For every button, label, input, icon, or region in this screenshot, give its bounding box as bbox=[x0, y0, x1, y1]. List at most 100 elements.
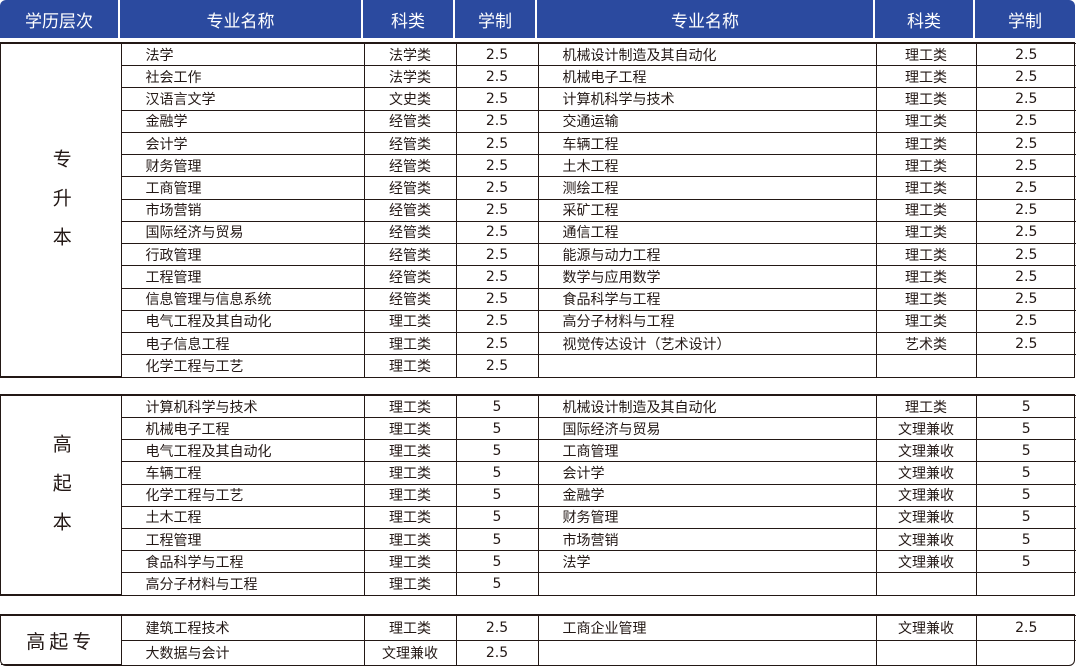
major-name-cell: 机械设计制造及其自动化 bbox=[537, 42, 877, 67]
category-cell: 理工类 bbox=[363, 394, 457, 419]
table-row: 信息管理与信息系统 经管类 2.5 食品科学与工程 理工类 2.5 bbox=[1, 287, 1076, 311]
level-label: 专升本 bbox=[49, 149, 72, 266]
major-name-cell: 大数据与会计 bbox=[121, 639, 365, 665]
table-row: 大数据与会计 文理兼收 2.5 bbox=[1, 639, 1076, 665]
major-name-cell: 市场营销 bbox=[537, 527, 877, 552]
duration-cell: 2.5 bbox=[455, 309, 539, 334]
major-name-cell: 电气工程及其自动化 bbox=[121, 439, 365, 463]
duration-cell: 2.5 bbox=[975, 243, 1076, 267]
header-level: 学历层次 bbox=[0, 0, 120, 38]
category-cell: 理工类 bbox=[875, 287, 977, 311]
duration-cell: 5 bbox=[455, 417, 539, 441]
category-cell: 艺术类 bbox=[875, 332, 977, 356]
major-name-cell: 法学 bbox=[537, 550, 877, 574]
category-cell: 理工类 bbox=[875, 309, 977, 334]
category-cell: 理工类 bbox=[875, 176, 977, 200]
major-name-cell: 工商企业管理 bbox=[537, 615, 877, 641]
category-cell: 文史类 bbox=[363, 87, 457, 111]
category-cell bbox=[875, 639, 977, 665]
duration-cell: 5 bbox=[455, 483, 539, 507]
category-cell: 理工类 bbox=[875, 42, 977, 67]
table-row: 土木工程 理工类 5 财务管理 文理兼收 5 bbox=[1, 505, 1076, 529]
level-cell: 高起专 bbox=[1, 615, 122, 665]
major-name-cell: 化学工程与工艺 bbox=[121, 354, 365, 377]
major-name-cell: 化学工程与工艺 bbox=[121, 483, 365, 507]
category-cell: 文理兼收 bbox=[363, 639, 457, 665]
table-row: 高起专 建筑工程技术 理工类 2.5 工商企业管理 文理兼收 2.5 bbox=[1, 615, 1076, 665]
major-name-cell: 金融学 bbox=[121, 109, 365, 133]
duration-cell: 2.5 bbox=[975, 42, 1076, 67]
duration-cell: 2.5 bbox=[455, 65, 539, 89]
category-cell: 理工类 bbox=[363, 354, 457, 377]
duration-cell: 2.5 bbox=[455, 639, 539, 665]
category-cell: 理工类 bbox=[875, 243, 977, 267]
category-cell: 理工类 bbox=[363, 439, 457, 463]
header-category-2: 科类 bbox=[875, 0, 975, 38]
table-row: 国际经济与贸易 经管类 2.5 通信工程 理工类 2.5 bbox=[1, 220, 1076, 245]
duration-cell: 5 bbox=[975, 483, 1076, 507]
duration-cell: 2.5 bbox=[455, 265, 539, 289]
table-row: 工商管理 经管类 2.5 测绘工程 理工类 2.5 bbox=[1, 176, 1076, 200]
duration-cell: 2.5 bbox=[455, 287, 539, 311]
duration-cell: 5 bbox=[455, 505, 539, 529]
duration-cell: 5 bbox=[455, 461, 539, 485]
table-row: 工程管理 经管类 2.5 数学与应用数学 理工类 2.5 bbox=[1, 265, 1076, 289]
table-row: 市场营销 经管类 2.5 采矿工程 理工类 2.5 bbox=[1, 198, 1076, 222]
duration-cell: 5 bbox=[975, 439, 1076, 463]
table-row: 汉语言文学 文史类 2.5 计算机科学与技术 理工类 2.5 bbox=[1, 87, 1076, 111]
category-cell: 理工类 bbox=[363, 550, 457, 574]
duration-cell bbox=[975, 639, 1076, 665]
duration-cell: 2.5 bbox=[975, 198, 1076, 222]
duration-cell: 5 bbox=[975, 394, 1076, 419]
level-label: 高起专 bbox=[26, 630, 96, 653]
table-row: 高分子材料与工程 理工类 5 bbox=[1, 572, 1076, 595]
duration-cell: 2.5 bbox=[455, 332, 539, 356]
major-name-cell: 食品科学与工程 bbox=[121, 550, 365, 574]
category-cell: 经管类 bbox=[363, 109, 457, 133]
duration-cell: 2.5 bbox=[975, 220, 1076, 245]
category-cell: 理工类 bbox=[875, 265, 977, 289]
category-cell: 理工类 bbox=[363, 505, 457, 529]
major-name-cell: 信息管理与信息系统 bbox=[121, 287, 365, 311]
major-name-cell: 汉语言文学 bbox=[121, 87, 365, 111]
category-cell: 文理兼收 bbox=[875, 550, 977, 574]
major-name-cell: 工程管理 bbox=[121, 265, 365, 289]
section-gaoqizhuan: 高起专 建筑工程技术 理工类 2.5 工商企业管理 文理兼收 2.5 大数据与会计 文理兼收 2.… bbox=[0, 614, 1076, 666]
category-cell: 理工类 bbox=[363, 483, 457, 507]
category-cell: 法学类 bbox=[363, 42, 457, 67]
category-cell: 文理兼收 bbox=[875, 439, 977, 463]
category-cell: 理工类 bbox=[875, 65, 977, 89]
category-cell: 经管类 bbox=[363, 220, 457, 245]
duration-cell: 5 bbox=[975, 550, 1076, 574]
category-cell: 理工类 bbox=[875, 109, 977, 133]
major-name-cell: 会计学 bbox=[121, 131, 365, 156]
duration-cell: 5 bbox=[455, 572, 539, 595]
major-name-cell: 土木工程 bbox=[121, 505, 365, 529]
table-row: 化学工程与工艺 理工类 2.5 bbox=[1, 354, 1076, 377]
header-major-2: 专业名称 bbox=[537, 0, 875, 38]
table-row: 化学工程与工艺 理工类 5 金融学 文理兼收 5 bbox=[1, 483, 1076, 507]
duration-cell: 2.5 bbox=[455, 176, 539, 200]
major-name-cell: 法学 bbox=[120, 42, 365, 67]
category-cell: 经管类 bbox=[363, 131, 457, 156]
table-row: 金融学 经管类 2.5 交通运输 理工类 2.5 bbox=[1, 109, 1076, 133]
major-name-cell: 会计学 bbox=[537, 461, 877, 485]
major-name-cell: 工程管理 bbox=[121, 527, 365, 552]
duration-cell: 2.5 bbox=[455, 131, 539, 156]
table-header: 学历层次 专业名称 科类 学制 专业名称 科类 学制 bbox=[0, 0, 1075, 38]
duration-cell: 2.5 bbox=[975, 287, 1076, 311]
header-duration: 学制 bbox=[455, 0, 537, 38]
duration-cell: 5 bbox=[455, 527, 539, 552]
major-name-cell: 电子信息工程 bbox=[121, 332, 365, 356]
duration-cell: 5 bbox=[975, 417, 1076, 441]
duration-cell: 2.5 bbox=[975, 309, 1076, 334]
table-row: 车辆工程 理工类 5 会计学 文理兼收 5 bbox=[1, 461, 1076, 485]
category-cell: 理工类 bbox=[363, 527, 457, 552]
duration-cell: 2.5 bbox=[975, 154, 1076, 178]
category-cell: 理工类 bbox=[363, 417, 457, 441]
major-name-cell bbox=[537, 639, 877, 665]
category-cell: 经管类 bbox=[363, 154, 457, 178]
duration-cell: 2.5 bbox=[455, 87, 539, 111]
duration-cell bbox=[975, 572, 1076, 595]
category-cell: 文理兼收 bbox=[875, 505, 977, 529]
